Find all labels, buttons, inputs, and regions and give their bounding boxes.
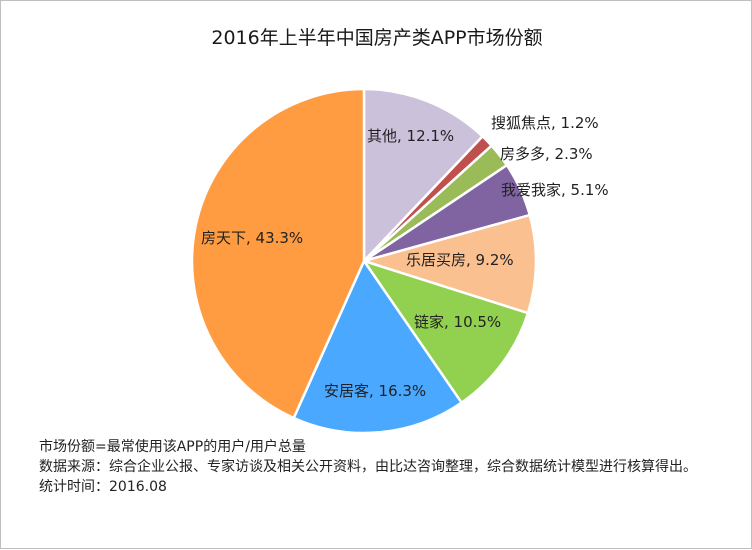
pie-label-5: 乐居买房, 9.2% [406,251,514,269]
pie-slice-6 [362,259,530,404]
pie-label-3: 房多多, 2.3% [500,145,593,163]
pie-slice-1 [362,87,484,263]
pie-label-7: 安居客, 16.3% [324,382,426,400]
pie-slice-5 [362,213,538,315]
pie-label-1: 其他, 12.1% [367,127,454,145]
pie-label-4: 我爱我家, 5.1% [501,181,609,199]
chart-title: 2016年上半年中国房产类APP市场份额 [211,27,543,49]
note-time: 统计时间：2016.08 [39,479,167,495]
pie-slice-7 [292,259,463,435]
pie-label-8: 房天下, 43.3% [201,229,303,247]
pie-slice-8 [190,87,366,420]
pie-label-6: 链家, 10.5% [414,313,501,331]
note-source: 数据来源：综合企业公报、专家访谈及相关公开资料，由比达咨询整理，综合数据统计模型… [39,459,697,475]
chart-notes: 市场份额=最常使用该APP的用户/用户总量 数据来源：综合企业公报、专家访谈及相… [39,437,739,497]
pie-label-2: 搜狐焦点, 1.2% [491,114,599,132]
note-definition: 市场份额=最常使用该APP的用户/用户总量 [39,439,306,455]
